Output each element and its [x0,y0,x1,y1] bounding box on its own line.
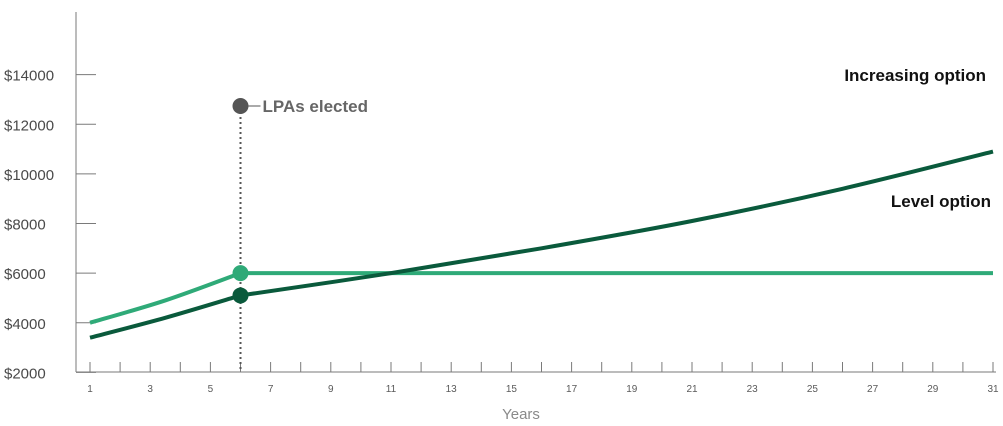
y-tick-label: $6000 [4,266,46,283]
x-tick-label: 19 [626,384,638,395]
series-line-level [89,271,993,325]
x-tick-label: 15 [506,384,518,395]
y-tick-label: $8000 [4,217,46,234]
x-tick-label: 31 [987,384,999,395]
y-axis: $2000 $4000 $6000 $8000 $10000 $12000 $14000 [4,12,96,382]
y-tick-label: $14000 [4,68,54,85]
marker-increasing [232,287,249,304]
annotation: LPAs elected [232,97,369,372]
x-tick-label: 1 [87,384,93,395]
annotation-label: LPAs elected [263,97,369,116]
annotation-marker [232,98,249,114]
series-lines [89,149,994,340]
x-tick-label: 13 [446,384,458,395]
x-tick-label: 7 [268,384,274,395]
x-tick-label: 29 [927,384,939,395]
x-tick-label: 25 [807,384,819,395]
y-tick-label: $12000 [4,117,54,134]
y-tick-label: $10000 [4,167,54,184]
x-tick-label: 11 [386,384,397,395]
series-line-increasing [89,149,994,340]
x-tick-label: 17 [566,384,578,395]
x-tick-label: 9 [328,384,334,395]
marker-level [232,265,249,282]
x-tick-label: 27 [867,384,879,395]
y-tick-label: $4000 [4,316,46,333]
series-label-level: Level option [891,192,991,211]
series-label-increasing: Increasing option [844,66,986,85]
markers [232,265,249,304]
x-axis-title: Years [502,406,540,423]
x-tick-label: 3 [147,384,153,395]
x-tick-label: 5 [208,384,214,395]
y-tick-label: $2000 [4,365,46,382]
labels: Increasing option Level option [844,66,991,211]
x-tick-label: 23 [747,384,759,395]
x-tick-label: 21 [686,384,698,395]
